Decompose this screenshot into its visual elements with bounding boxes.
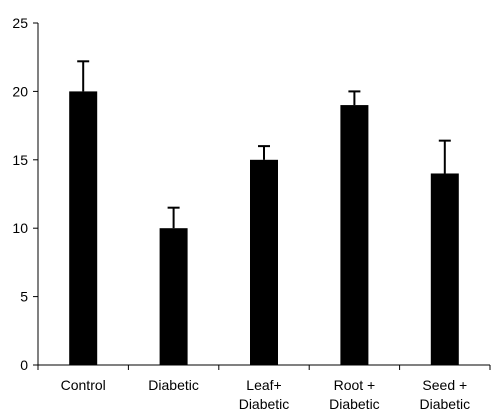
x-category-label-line: Control bbox=[61, 377, 106, 393]
x-category-label-line: Seed + bbox=[422, 377, 467, 393]
y-tick-label: 15 bbox=[12, 152, 28, 168]
x-category-label: Leaf+ Diabetic bbox=[239, 377, 290, 412]
y-tick-label: 10 bbox=[12, 220, 28, 236]
bar bbox=[159, 228, 188, 365]
x-category-label-line: Leaf+ bbox=[246, 377, 281, 393]
error-bars bbox=[77, 60, 451, 229]
y-tick-label: 5 bbox=[20, 289, 28, 305]
bar bbox=[250, 159, 278, 365]
x-axis: Control Diabetic Leaf+ Diabetic Root + Diabet… bbox=[37, 364, 491, 412]
x-category-label: Diabetic bbox=[148, 377, 199, 393]
y-axis: 0 5 10 15 20 25 bbox=[12, 15, 39, 373]
x-category-label: Root + Diabetic bbox=[329, 377, 380, 412]
bars bbox=[69, 91, 459, 366]
x-category-label: Control bbox=[61, 377, 106, 393]
x-category-label-line: Root + bbox=[334, 377, 376, 393]
x-category-label-line: Diabetic bbox=[239, 396, 290, 412]
bar bbox=[69, 91, 98, 366]
x-category-label-line: Diabetic bbox=[420, 396, 471, 412]
y-tick-label: 20 bbox=[12, 83, 28, 99]
bar bbox=[430, 173, 459, 365]
y-tick-label: 25 bbox=[12, 15, 28, 31]
bar bbox=[340, 105, 369, 365]
x-category-label-line: Diabetic bbox=[148, 377, 199, 393]
y-tick-label: 0 bbox=[20, 357, 28, 373]
x-category-label: Seed + Diabetic bbox=[420, 377, 471, 412]
x-category-label-line: Diabetic bbox=[329, 396, 380, 412]
